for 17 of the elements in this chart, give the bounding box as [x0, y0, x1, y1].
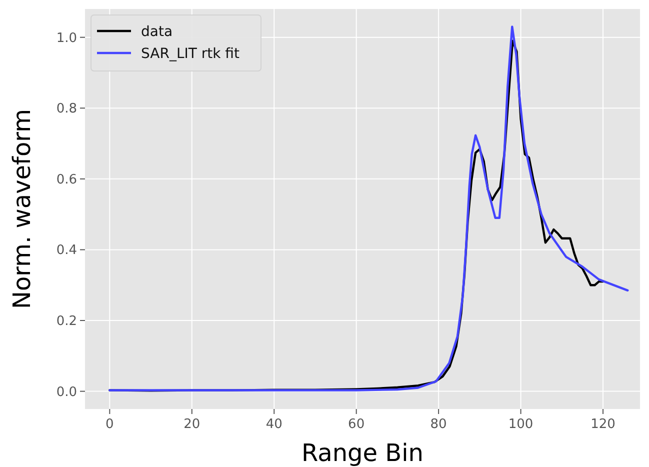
y-tick-label: 0.0 — [56, 384, 77, 400]
x-tick-label: 80 — [430, 417, 447, 432]
x-tick-label: 40 — [266, 417, 282, 432]
legend-label: data — [141, 24, 173, 40]
y-tick-label: 0.6 — [56, 172, 77, 188]
x-tick-label: 20 — [184, 417, 200, 432]
x-tick-label: 120 — [590, 417, 616, 432]
y-tick-label: 0.2 — [56, 314, 77, 330]
x-tick-label: 60 — [348, 417, 365, 432]
y-tick-label: 1.0 — [56, 30, 77, 46]
y-tick-label: 0.8 — [56, 102, 77, 117]
legend-label: SAR_LIT rtk fit — [141, 46, 240, 62]
x-tick-label: 0 — [106, 417, 114, 432]
y-tick-label: 0.4 — [56, 243, 77, 258]
y-axis-title: Norm. waveform — [8, 109, 36, 309]
x-tick-label: 100 — [508, 417, 534, 432]
x-axis-title: Range Bin — [301, 439, 424, 467]
